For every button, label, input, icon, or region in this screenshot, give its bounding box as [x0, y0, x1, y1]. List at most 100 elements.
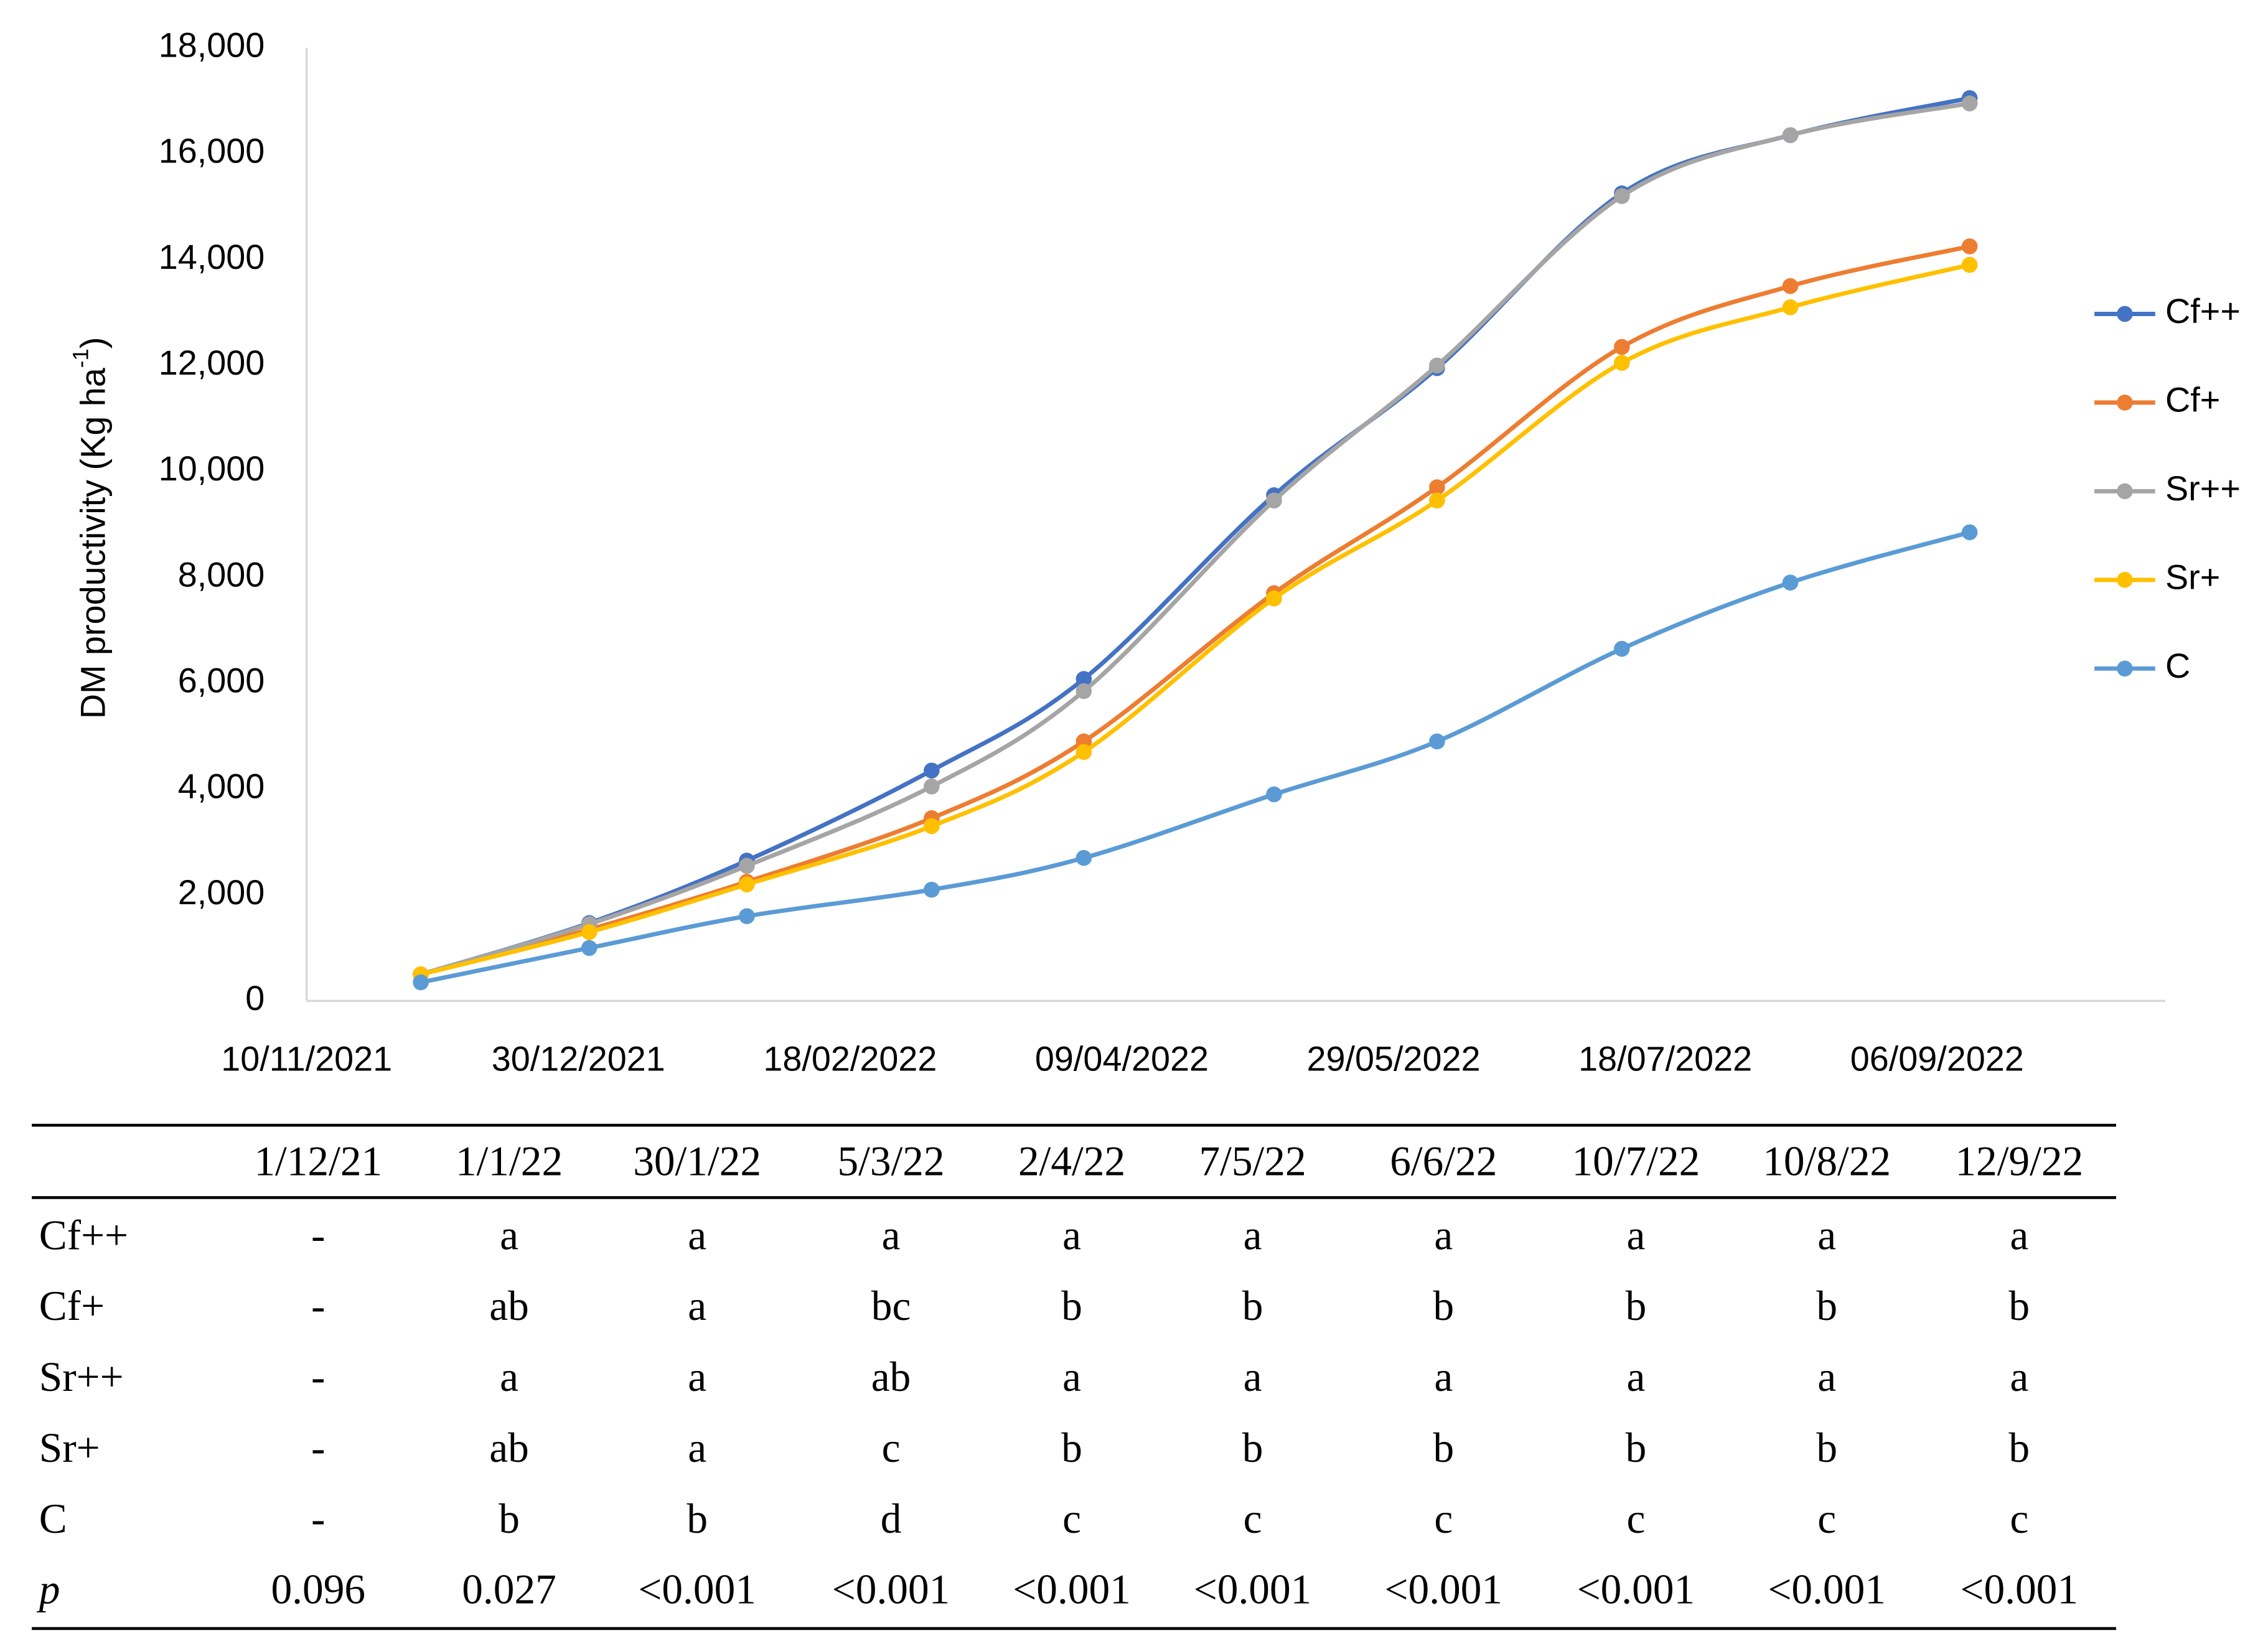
table-cell: c	[1817, 1495, 1836, 1542]
table-cell: 0.027	[462, 1566, 556, 1613]
data-point	[1429, 479, 1445, 495]
y-axis-title: DM productivity (Kg ha-1)	[69, 337, 112, 719]
data-point	[1075, 849, 1092, 866]
data-point	[739, 858, 755, 874]
table-cell: a	[1062, 1212, 1081, 1258]
table-cell: a	[688, 1212, 706, 1258]
y-axis-title-end: )	[73, 337, 112, 349]
x-tick-label: 06/09/2022	[1850, 1040, 2024, 1078]
table-cell: a	[882, 1212, 901, 1258]
table-cell: b	[686, 1495, 708, 1542]
table-header: 10/8/22	[1763, 1138, 1891, 1185]
table-cell: ab	[489, 1283, 529, 1329]
table-header: 1/1/22	[456, 1138, 563, 1185]
y-tick-label: 14,000	[159, 238, 265, 276]
table-cell: b	[1061, 1424, 1082, 1471]
data-point	[1782, 127, 1799, 144]
table-cell: <0.001	[1577, 1566, 1695, 1613]
data-point	[1614, 355, 1630, 371]
table-cell: b	[1626, 1424, 1647, 1471]
data-point	[1961, 95, 1978, 111]
row-label: Sr++	[39, 1354, 124, 1400]
x-tick-label: 10/11/2021	[221, 1040, 392, 1078]
data-point	[1614, 640, 1630, 657]
y-tick-label: 4,000	[178, 767, 265, 806]
table-cell: a	[1244, 1354, 1262, 1400]
table-header: 1/12/21	[254, 1138, 382, 1185]
table-header: 2/4/22	[1018, 1138, 1125, 1185]
table-header: 5/3/22	[837, 1138, 944, 1185]
data-point	[1266, 492, 1282, 509]
data-point	[1961, 238, 1978, 255]
table-cell: ab	[871, 1354, 911, 1400]
row-label: Cf+	[39, 1283, 105, 1329]
table-cell: a	[2010, 1212, 2028, 1258]
table-cell: b	[1433, 1424, 1454, 1471]
table-cell: <0.001	[832, 1566, 950, 1613]
y-tick-label: 12,000	[159, 344, 265, 382]
table-cell: bc	[871, 1283, 911, 1329]
data-point	[924, 818, 940, 835]
table-cell: c	[2010, 1495, 2028, 1542]
data-point	[1266, 590, 1282, 607]
table-cell: 0.096	[271, 1566, 365, 1613]
data-point	[1614, 339, 1630, 355]
y-tick-label: 10,000	[159, 449, 265, 488]
table-cell: a	[688, 1424, 706, 1471]
row-label: Cf++	[39, 1212, 128, 1258]
table-header: 6/6/22	[1390, 1138, 1497, 1185]
legend-marker	[2117, 572, 2133, 588]
data-point	[1075, 683, 1092, 699]
y-tick-label: 0	[245, 979, 265, 1017]
table-cell: b	[1626, 1283, 1647, 1329]
table-cell: a	[1062, 1354, 1081, 1400]
table-cell: <0.001	[1194, 1566, 1312, 1613]
series-line	[420, 530, 1970, 984]
y-axis-title-sup: -1	[69, 348, 93, 368]
table-cell: a	[2010, 1354, 2028, 1400]
data-point	[581, 924, 597, 940]
table-cell: <0.001	[638, 1566, 756, 1613]
table-cell: -	[311, 1212, 325, 1258]
data-point	[924, 881, 940, 898]
y-tick-label: 8,000	[178, 555, 265, 594]
table-header: 12/9/22	[1955, 1138, 2083, 1185]
data-point	[413, 974, 429, 991]
legend-label: C	[2165, 647, 2190, 685]
table-cell: c	[1244, 1495, 1262, 1542]
table-cell: a	[1434, 1212, 1453, 1258]
table-cell: -	[311, 1495, 325, 1542]
data-point	[581, 940, 597, 956]
table-cell: c	[1434, 1495, 1453, 1542]
table-cell: c	[1626, 1495, 1645, 1542]
table-cell: -	[311, 1424, 325, 1471]
x-tick-label: 09/04/2022	[1035, 1040, 1209, 1078]
table-header: 7/5/22	[1199, 1138, 1306, 1185]
x-tick-label: 29/05/2022	[1307, 1040, 1481, 1078]
data-point	[1961, 256, 1978, 273]
table-header: 30/1/22	[633, 1138, 761, 1185]
table-cell: c	[1062, 1495, 1081, 1542]
data-point	[1429, 733, 1445, 750]
row-label: Sr+	[39, 1424, 100, 1471]
data-point	[924, 762, 940, 779]
table-cell: b	[1816, 1424, 1837, 1471]
table-cell: c	[882, 1424, 901, 1471]
series-line	[420, 244, 1970, 977]
x-tick-label: 18/07/2022	[1578, 1040, 1752, 1078]
y-tick-label: 6,000	[178, 662, 265, 700]
table-cell: b	[2008, 1283, 2030, 1329]
data-point	[1075, 744, 1092, 760]
data-point	[739, 908, 755, 924]
table-cell: b	[499, 1495, 520, 1542]
x-tick-label: 30/12/2021	[492, 1040, 665, 1078]
data-point	[739, 876, 755, 892]
table-cell: -	[311, 1283, 325, 1329]
data-point	[924, 778, 940, 795]
table-cell: -	[311, 1354, 325, 1400]
legend-marker	[2117, 660, 2133, 677]
series-line	[420, 101, 1970, 977]
table-cell: <0.001	[1960, 1566, 2078, 1613]
